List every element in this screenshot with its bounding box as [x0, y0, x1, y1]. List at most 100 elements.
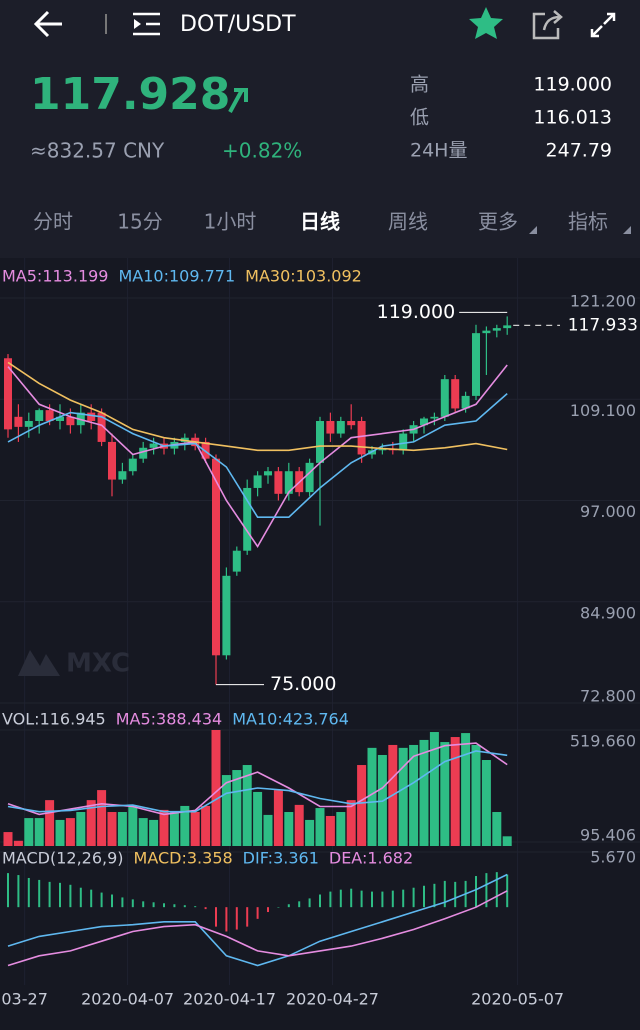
volume-bar	[315, 808, 325, 846]
indicator-line	[7, 364, 508, 549]
indicator-line	[7, 873, 508, 967]
volume-bar	[357, 765, 367, 846]
candle-body	[149, 443, 158, 448]
header-bg	[0, 0, 640, 258]
volume-bar	[232, 770, 242, 846]
macd-bar	[402, 889, 405, 908]
candle-body	[232, 550, 241, 572]
macd-bar	[423, 885, 425, 908]
dropdown-mark	[623, 226, 631, 234]
macd-bar	[69, 884, 72, 908]
volume-bar	[138, 818, 148, 846]
volume-bar	[169, 812, 179, 846]
candle-body	[378, 448, 387, 451]
candle-body	[440, 379, 449, 417]
volume-bar	[284, 812, 294, 846]
x-tick-label: 2020-04-17	[183, 990, 276, 1009]
macd-bar	[90, 889, 93, 908]
candle-body	[35, 410, 44, 422]
macd-bar	[287, 904, 290, 908]
back-button[interactable]	[33, 10, 62, 38]
candle-body	[492, 328, 501, 331]
y-tick-label: 121.200	[570, 292, 636, 311]
candle-body	[274, 471, 283, 494]
volume-bar	[76, 812, 86, 846]
x-tick-label: 03-27	[1, 990, 48, 1009]
stat-label: 24H量	[410, 140, 467, 162]
stat-value: 116.013	[533, 107, 612, 129]
candle-body	[472, 333, 480, 396]
volume-bar	[305, 819, 315, 846]
y-tick-label: 84.900	[580, 603, 636, 622]
macd-bar	[79, 887, 82, 908]
macd-bar	[360, 890, 363, 908]
macd-bar	[485, 873, 488, 908]
macd-bar	[48, 881, 51, 908]
legend-item: MA5:113.199	[2, 267, 108, 286]
volume-bar	[398, 747, 408, 846]
share-icon[interactable]	[532, 10, 563, 40]
macd-bar	[495, 872, 498, 908]
x-tick-label: 2020-05-07	[471, 990, 564, 1009]
tab[interactable]: 指标	[568, 210, 608, 234]
fullscreen-icon[interactable]	[590, 12, 616, 38]
macd-bar	[121, 897, 124, 908]
candle-body	[222, 575, 231, 656]
menu-icon[interactable]	[133, 12, 160, 36]
volume-bar	[97, 790, 107, 846]
legend-item: MA10:109.771	[118, 267, 235, 286]
y-tick-label: 72.800	[580, 687, 636, 706]
macd-bar	[475, 876, 477, 908]
change-percent: +0.82%	[222, 139, 302, 163]
macd-bar	[173, 904, 176, 908]
volume-bar	[180, 805, 190, 846]
candle-body	[139, 447, 148, 459]
tab[interactable]: 日线	[300, 210, 340, 234]
volume-bar	[159, 809, 169, 846]
macd-bar	[7, 873, 9, 908]
last-price: 117.928	[30, 69, 230, 120]
tab[interactable]: 周线	[388, 210, 428, 234]
volume-bar	[190, 812, 200, 846]
volume-bar	[481, 760, 491, 846]
macd-bar	[433, 883, 436, 908]
legend-item: MACD:3.358	[134, 849, 233, 868]
y-tick-label: 5.670	[590, 848, 636, 867]
candle-body	[305, 462, 314, 493]
indicator-line	[7, 742, 508, 816]
macd-bar	[412, 887, 415, 908]
candle-body	[347, 421, 356, 426]
volume-bar	[221, 775, 231, 846]
candle-body	[87, 412, 96, 422]
macd-bar	[142, 901, 145, 908]
watermark: MXC	[66, 649, 130, 679]
tab[interactable]: 15分	[117, 210, 162, 234]
volume-bar	[346, 800, 356, 846]
legend-item: MA30:103.092	[245, 267, 362, 286]
x-tick-label: 2020-04-27	[286, 990, 379, 1009]
stat-label: 高	[410, 74, 429, 96]
candle-body	[243, 487, 252, 551]
tab[interactable]: 分时	[33, 210, 73, 234]
volume-bar	[471, 744, 481, 846]
candle-body	[284, 471, 293, 494]
macd-bar	[38, 879, 41, 908]
macd-bar	[215, 907, 217, 927]
candle-body	[461, 395, 470, 409]
volume-bar	[502, 836, 512, 846]
volume-bar	[294, 804, 304, 846]
favorite-star[interactable]	[469, 7, 503, 39]
candle-body	[108, 441, 116, 480]
stat-label: 低	[410, 107, 429, 129]
macd-bar	[339, 889, 342, 908]
macd-bar	[100, 892, 103, 908]
stat-value: 247.79	[546, 140, 612, 162]
tab[interactable]: 1小时	[204, 210, 257, 234]
candle-body	[66, 416, 75, 426]
candle-body	[128, 458, 137, 472]
volume-bar	[253, 791, 263, 846]
candle-body	[430, 416, 439, 419]
volume-bar	[45, 800, 55, 846]
tab[interactable]: 更多	[478, 210, 518, 234]
volume-bar	[211, 730, 221, 846]
